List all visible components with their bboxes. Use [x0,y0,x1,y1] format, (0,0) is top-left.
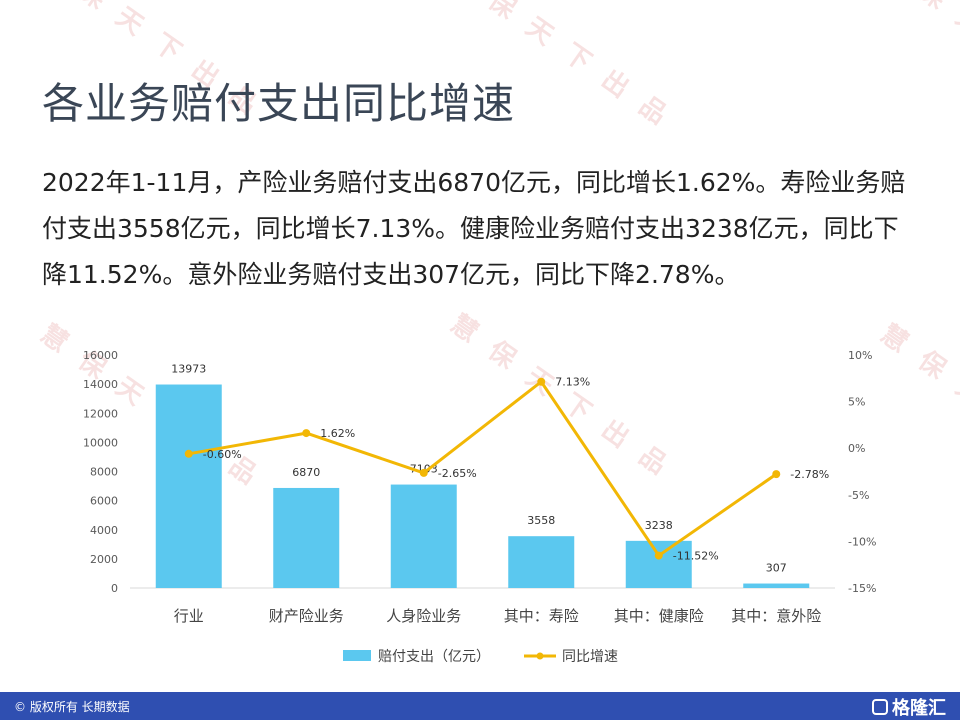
bar-data-labels: 139736870710335583238307 [171,363,787,575]
chart-legend: 赔付支出（亿元） 同比增速 [343,649,618,665]
right-axis-ticks: -15% -10% -5% 0% 5% 10% [848,349,876,595]
footer-bar: © 版权所有 长期数据 格隆汇 [0,692,960,720]
right-tick-label: -5% [848,489,869,502]
bar [625,540,692,588]
page-title: 各业务赔付支出同比增速 [42,79,516,128]
line-point [537,377,546,386]
category-label: 行业 [174,607,204,625]
summary-paragraph: 2022年1-11月，产险业务赔付支出6870亿元，同比增长1.62%。寿险业务… [42,168,906,289]
combo-chart: 0 2000 4000 6000 8000 10000 12000 14000 16000 -1… [83,349,876,665]
left-tick-label: 10000 [83,436,118,449]
bar [155,384,222,588]
line-series [184,377,781,560]
category-label: 其中：意外险 [731,607,821,625]
left-tick-label: 2000 [90,553,118,566]
category-label: 其中：寿险 [504,607,579,625]
footer-brand-text: 格隆汇 [892,698,946,719]
line-point [184,449,193,458]
line-value-label: -2.65% [438,467,477,480]
line-point [772,470,781,479]
line-data-labels: -0.60% 1.62% -2.65% 7.13% -11.52% -2.78% [203,376,829,563]
growth-line [188,380,778,558]
legend-label-bar: 赔付支出（亿元） [378,649,490,665]
line-point [419,468,428,477]
line-point [302,429,311,438]
watermark: 慧保天下出品 [874,0,960,132]
left-axis-ticks: 0 2000 4000 6000 8000 10000 12000 14000 16000 [83,349,118,595]
bar [508,536,575,588]
category-labels: 行业 财产险业务 人身险业务 其中：寿险 其中：健康险 其中：意外险 [174,607,822,625]
right-tick-label: 0% [848,442,865,455]
line-value-label: -11.52% [673,550,719,563]
bar-value-label: 3558 [527,514,555,527]
right-tick-label: -10% [848,535,876,548]
left-tick-label: 16000 [83,349,118,362]
left-tick-label: 0 [111,582,118,595]
legend-swatch-bar [343,650,371,661]
legend-label-line: 同比增速 [562,649,618,665]
footer-brand: 格隆汇 [872,694,946,720]
footer-copyright: © 版权所有 长期数据 [14,700,130,714]
line-value-label: -0.60% [203,448,242,461]
bar-value-label: 6870 [292,466,320,479]
right-tick-label: 5% [848,396,865,409]
brand-logo-icon [872,699,888,715]
category-label: 财产险业务 [269,607,344,625]
line-value-label: 7.13% [555,376,590,389]
left-tick-label: 4000 [90,524,118,537]
legend-swatch-marker [536,652,544,660]
bar-value-label: 13973 [171,363,206,376]
right-tick-label: 10% [848,349,872,362]
left-tick-label: 6000 [90,495,118,508]
bar [273,487,340,588]
category-label: 人身险业务 [386,607,461,625]
line-point [654,551,663,560]
line-value-label: 1.62% [320,427,355,440]
left-tick-label: 14000 [83,378,118,391]
bar [390,484,457,588]
right-tick-label: -15% [848,582,876,595]
left-tick-label: 12000 [83,407,118,420]
bar-series [155,384,810,588]
left-tick-label: 8000 [90,466,118,479]
bar-value-label: 3238 [645,519,673,532]
bar [743,583,810,588]
category-label: 其中：健康险 [614,607,704,625]
line-value-label: -2.78% [790,468,829,481]
bar-value-label: 307 [766,562,787,575]
